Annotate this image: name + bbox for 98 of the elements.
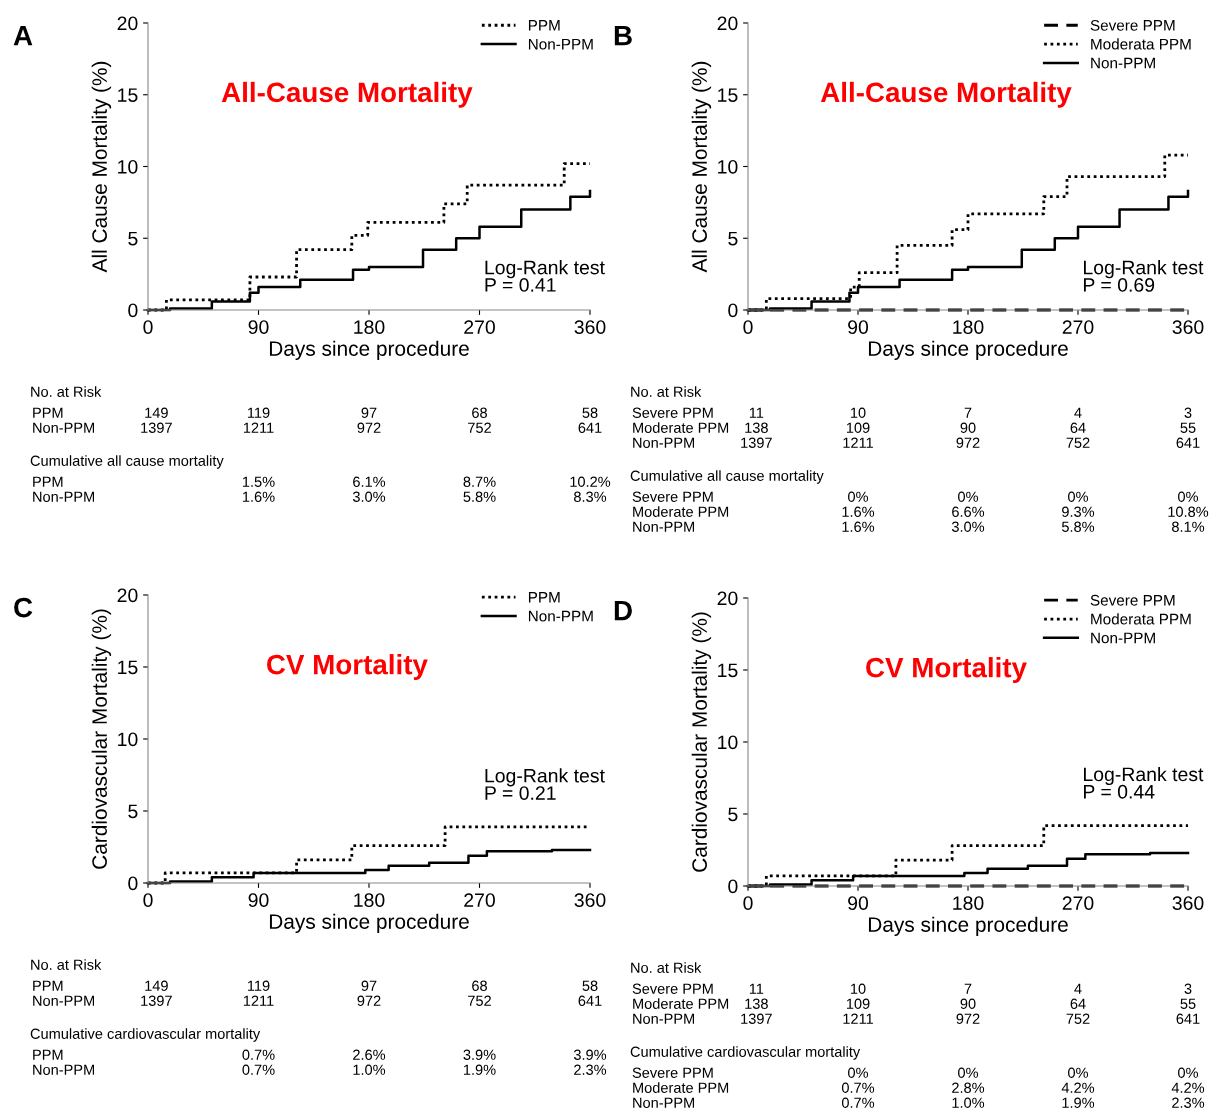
text: Cumulative all cause mortality [30, 455, 224, 469]
legend-label: Moderata PPM [1091, 38, 1191, 50]
y-tick-label: 15 [718, 663, 738, 678]
text: All-Cause Mortality [820, 81, 1072, 108]
annotation: Log-Rank test P = 0.44 [1084, 766, 1204, 799]
annotation: Log-Rank test P = 0.41 [485, 260, 605, 292]
text: Severe PPM 0% 0% 0% 0% [632, 491, 1199, 502]
text: No. at Risk [31, 959, 102, 970]
y-axis-title: Cardiovascular Mortality (%) [91, 609, 112, 869]
text: Non-PPM 1.6% 3.0% 5.8% 8.3% [33, 491, 607, 502]
x-tick-label: 270 [1062, 320, 1094, 334]
legend-label: Non-PPM [1091, 632, 1155, 644]
y-tick-label: 0 [728, 303, 738, 318]
annotation: Log-Rank test P = 0.69 [1084, 260, 1204, 292]
x-tick-label: 180 [953, 320, 984, 334]
text: Moderate PPM 138 109 90 64 55 [633, 422, 1196, 433]
y-axis-title: Cardiovascular Mortality (%) [691, 612, 712, 872]
text: Non-PPM 1397 1211 972 752 641 [33, 422, 602, 433]
text: No. at Risk [31, 386, 102, 397]
x-tick-label: 360 [1172, 896, 1204, 910]
text: Severe PPM 0% 0% 0% 0% [632, 1067, 1199, 1078]
x-tick-label: 180 [354, 320, 385, 334]
annotation: Log-Rank test P = 0.21 [485, 768, 605, 800]
text: Moderate PPM 138 109 90 64 55 [633, 998, 1196, 1009]
text: All-Cause Mortality [221, 81, 473, 108]
text: Non-PPM 1397 1211 972 752 641 [33, 995, 602, 1006]
y-tick-label: 5 [128, 231, 138, 246]
text: Severe PPM 11 10 7 4 3 [632, 407, 1192, 418]
x-tick-label: 270 [464, 893, 495, 907]
text: Cumulative cardiovascular mortality [630, 1046, 861, 1060]
text: Non-PPM 1.6% 3.0% 5.8% 8.1% [633, 521, 1205, 532]
text: CV Mortality [267, 654, 428, 680]
x-tick-label: 0 [143, 893, 153, 907]
x-tick-label: 90 [248, 320, 269, 334]
x-tick-label: 270 [1062, 896, 1094, 910]
x-axis-title: Days since procedure [868, 916, 1068, 937]
text: Cumulative cardiovascular mortality [30, 1028, 261, 1042]
text: CV Mortality [866, 657, 1027, 683]
text: PPM 1.5% 6.1% 8.7% 10.2% [33, 476, 611, 487]
y-tick-label: 15 [118, 88, 138, 102]
text: PPM 149 119 97 68 58 [33, 980, 598, 991]
y-tick-label: 0 [128, 303, 138, 318]
legend-label: Severe PPM [1090, 19, 1175, 31]
text: Cumulative all cause mortality [630, 470, 824, 484]
x-tick-label: 180 [354, 893, 385, 907]
x-axis-title: Days since procedure [269, 340, 469, 361]
y-tick-label: 20 [117, 16, 138, 31]
text: Non-PPM 0.7% 1.0% 1.9% 2.3% [33, 1064, 607, 1075]
text: PPM 149 119 97 68 58 [33, 407, 598, 418]
y-axis-title: All Cause Mortality (%) [691, 61, 712, 273]
legend-label: PPM [528, 592, 560, 603]
text: Moderate PPM 1.6% 6.6% 9.3% 10.8% [633, 506, 1209, 517]
legend-label: Non-PPM [1091, 57, 1155, 69]
text: C [14, 597, 33, 618]
x-tick-label: 360 [574, 320, 606, 334]
text: A [13, 26, 33, 46]
y-tick-label: 0 [728, 879, 738, 894]
text: No. at Risk [631, 962, 702, 973]
y-axis-title: All Cause Mortality (%) [91, 61, 112, 273]
text: Non-PPM 1397 1211 972 752 641 [633, 437, 1200, 448]
text: Non-PPM 1397 1211 972 752 641 [633, 1013, 1200, 1024]
y-tick-label: 0 [128, 876, 138, 891]
y-tick-label: 20 [717, 591, 738, 606]
legend-label: Moderata PPM [1091, 613, 1191, 625]
x-tick-label: 180 [953, 896, 984, 910]
text: Non-PPM 0.7% 1.0% 1.9% 2.3% [633, 1097, 1205, 1108]
x-axis-title: Days since procedure [269, 913, 469, 934]
y-tick-label: 10 [118, 159, 138, 174]
legend-label: Severe PPM [1090, 594, 1175, 606]
text: B [614, 26, 632, 46]
x-tick-label: 90 [848, 896, 869, 910]
x-axis-title: Days since procedure [868, 340, 1068, 361]
text: PPM 0.7% 2.6% 3.9% 3.9% [33, 1049, 607, 1060]
y-tick-label: 10 [718, 159, 738, 174]
x-tick-label: 0 [743, 896, 753, 910]
y-tick-label: 10 [118, 732, 138, 747]
text: Severe PPM 11 10 7 4 3 [632, 983, 1192, 994]
y-tick-label: 20 [117, 588, 138, 603]
x-tick-label: 360 [1172, 320, 1204, 334]
x-tick-label: 360 [574, 893, 606, 907]
y-tick-label: 15 [718, 88, 738, 102]
legend-label: Non-PPM [528, 38, 593, 50]
text: No. at Risk [631, 386, 702, 397]
legend-label: PPM [528, 20, 560, 31]
x-tick-label: 0 [143, 320, 153, 334]
y-tick-label: 5 [728, 231, 738, 246]
x-tick-label: 90 [848, 320, 869, 334]
y-tick-label: 15 [118, 660, 138, 675]
x-tick-label: 90 [248, 893, 269, 907]
y-tick-label: 10 [718, 735, 738, 750]
y-tick-label: 20 [717, 16, 738, 31]
text: Moderate PPM 0.7% 2.8% 4.2% 4.2% [633, 1082, 1205, 1093]
legend-label: Non-PPM [528, 610, 593, 622]
y-tick-label: 5 [728, 807, 738, 822]
x-tick-label: 0 [743, 320, 753, 334]
x-tick-label: 270 [464, 320, 495, 334]
y-tick-label: 5 [128, 804, 138, 819]
text: D [614, 601, 632, 621]
